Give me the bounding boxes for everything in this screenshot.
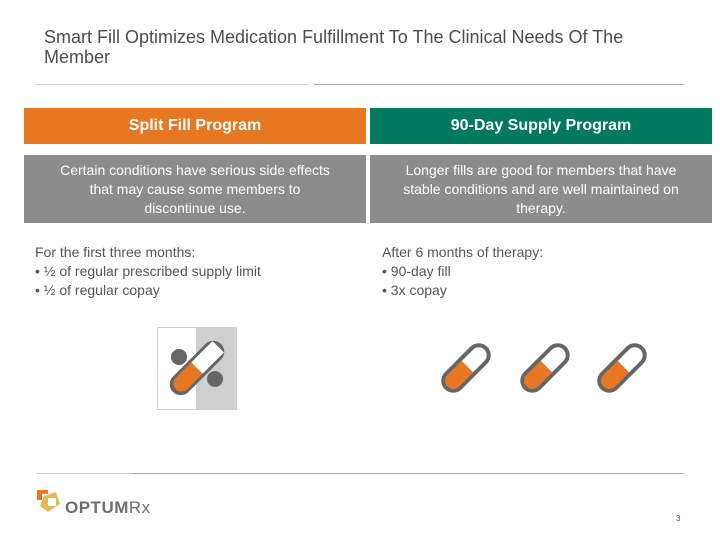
ninety-day-detail-line: • 90-day fill bbox=[382, 263, 451, 279]
optum-wordmark-suffix: Rx bbox=[128, 498, 151, 517]
ninety-day-detail-line: • 3x copay bbox=[382, 282, 447, 298]
capsule-icon bbox=[597, 343, 647, 393]
footer-divider-left bbox=[36, 473, 131, 474]
capsule-icon bbox=[441, 343, 491, 393]
ninety-day-description-text: Longer fills are good for members that h… bbox=[403, 161, 679, 216]
ninety-day-details: After 6 months of therapy: • 90-day fill… bbox=[382, 243, 692, 300]
split-fill-description-text: Certain conditions have serious side eff… bbox=[60, 161, 330, 216]
optum-wordmark-main: OPTUM bbox=[65, 498, 129, 517]
split-fill-description: Certain conditions have serious side eff… bbox=[24, 155, 366, 223]
capsule-icon bbox=[520, 343, 570, 393]
half-capsule-icon bbox=[157, 327, 237, 410]
ninety-day-detail-line: After 6 months of therapy: bbox=[382, 244, 544, 260]
optum-logo-icon bbox=[37, 490, 60, 512]
title-divider-right bbox=[314, 84, 684, 85]
split-fill-detail-line: • ½ of regular copay bbox=[35, 282, 160, 298]
footer-divider-right bbox=[131, 473, 684, 474]
page-number: 3 bbox=[676, 514, 681, 523]
slide-title: Smart Fill Optimizes Medication Fulfillm… bbox=[44, 27, 624, 67]
ninety-day-description: Longer fills are good for members that h… bbox=[370, 155, 712, 223]
title-divider-left bbox=[36, 84, 308, 85]
split-fill-detail-line: • ½ of regular prescribed supply limit bbox=[35, 263, 261, 279]
optum-wordmark: OPTUMRx bbox=[65, 498, 151, 518]
split-fill-details: For the first three months: • ½ of regul… bbox=[35, 243, 345, 300]
split-fill-header: Split Fill Program bbox=[24, 108, 366, 144]
split-fill-detail-line: For the first three months: bbox=[35, 244, 196, 260]
ninety-day-header: 90-Day Supply Program bbox=[370, 108, 712, 144]
